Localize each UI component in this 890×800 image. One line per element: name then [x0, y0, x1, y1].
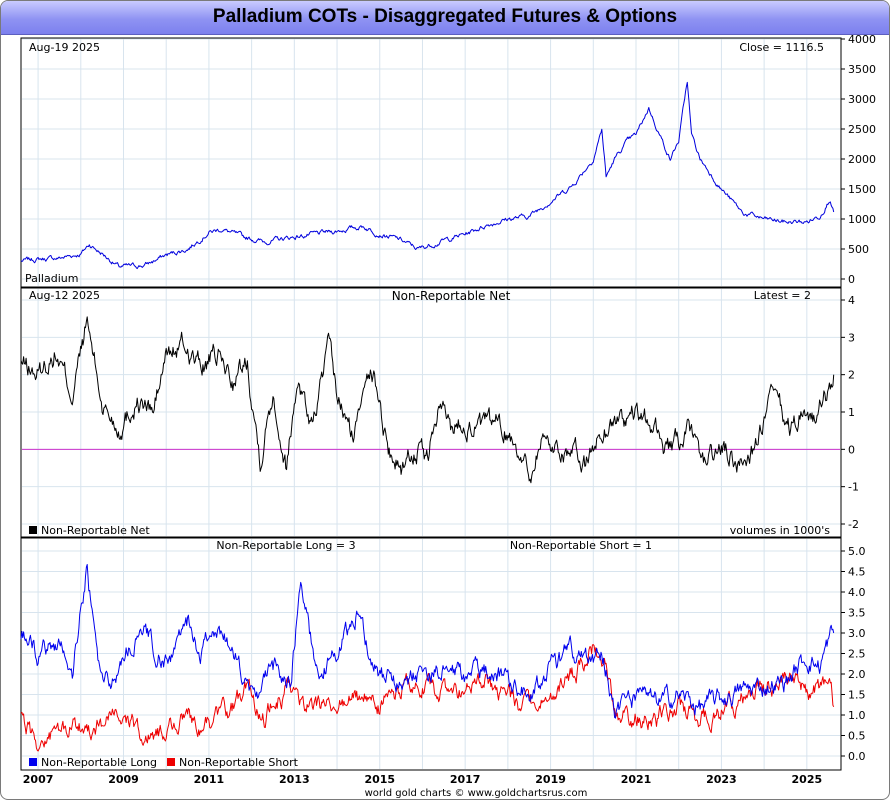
x-tick-label: 2007: [23, 773, 54, 786]
net-units-label: volumes in 1000's: [730, 524, 831, 537]
x-tick-label: 2013: [279, 773, 310, 786]
price-close-label: Close = 1116.5: [739, 41, 824, 54]
short-header: Non-Reportable Short = 1: [510, 539, 652, 552]
grid-layer: [22, 38, 840, 769]
y-tick-label: 0: [848, 443, 855, 456]
y-tick-label: 3: [848, 331, 855, 344]
x-tick-label: 2017: [450, 773, 481, 786]
y-tick-label: 5.0: [848, 545, 866, 558]
y-tick-label: 3000: [848, 93, 876, 106]
y-tick-label: 3.0: [848, 627, 866, 640]
y-tick-label: 0: [848, 273, 855, 286]
tick-layer: 4000 3500 3000 2500 2000 1500 1000 500 0 4 3 2 1 0 -1 -…: [23, 33, 876, 786]
y-tick-label: 2: [848, 369, 855, 382]
price-line: [20, 81, 835, 270]
net-legend-swatch: [29, 526, 37, 534]
net-legend-label: Non-Reportable Net: [41, 524, 150, 537]
y-tick-label: 1.0: [848, 709, 866, 722]
y-tick-label: 3.5: [848, 607, 866, 620]
net-line: [20, 316, 835, 484]
short-legend-swatch: [167, 758, 175, 766]
x-tick-label: 2025: [792, 773, 823, 786]
y-tick-label: 3500: [848, 63, 876, 76]
y-tick-label: 4: [848, 294, 855, 307]
title-bar: Palladium COTs - Disaggregated Futures &…: [1, 1, 889, 35]
y-tick-label: 2500: [848, 123, 876, 136]
long-legend-swatch: [29, 758, 37, 766]
y-tick-label: 2000: [848, 153, 876, 166]
footer-credit: world gold charts © www.goldchartsrus.co…: [365, 788, 588, 799]
x-tick-label: 2019: [535, 773, 566, 786]
x-tick-label: 2021: [621, 773, 652, 786]
chart-title: Palladium COTs - Disaggregated Futures &…: [212, 6, 678, 27]
x-tick-label: 2015: [364, 773, 395, 786]
y-tick-label: 1: [848, 406, 855, 419]
long-header: Non-Reportable Long = 3: [216, 539, 355, 552]
x-tick-label: 2011: [194, 773, 225, 786]
y-tick-label: 4000: [848, 33, 876, 46]
price-date-label: Aug-19 2025: [29, 41, 100, 54]
price-panel: [20, 37, 842, 288]
long-legend-label: Non-Reportable Long: [41, 756, 157, 769]
net-date-label: Aug-12 2025: [29, 289, 100, 302]
net-panel-title: Non-Reportable Net: [392, 289, 511, 303]
series-layer: [20, 81, 835, 752]
short-line: [20, 644, 835, 752]
x-tick-label: 2023: [706, 773, 737, 786]
y-tick-label: 1000: [848, 213, 876, 226]
short-legend-label: Non-Reportable Short: [179, 756, 299, 769]
y-tick-label: 0.0: [848, 750, 866, 763]
x-tick-label: 2009: [108, 773, 139, 786]
y-tick-label: 0.5: [848, 730, 866, 743]
y-tick-label: 2.0: [848, 668, 866, 681]
y-tick-label: 2.5: [848, 648, 866, 661]
y-tick-label: -1: [848, 481, 859, 494]
y-tick-label: 4.0: [848, 586, 866, 599]
y-tick-label: 1.5: [848, 689, 866, 702]
y-tick-label: 500: [848, 243, 869, 256]
y-tick-label: 1500: [848, 183, 876, 196]
y-tick-label: 4.5: [848, 566, 866, 579]
long-line: [20, 564, 835, 719]
y-tick-label: -2: [848, 518, 859, 531]
net-latest-label: Latest = 2: [754, 289, 811, 302]
price-series-label: Palladium: [25, 272, 78, 285]
